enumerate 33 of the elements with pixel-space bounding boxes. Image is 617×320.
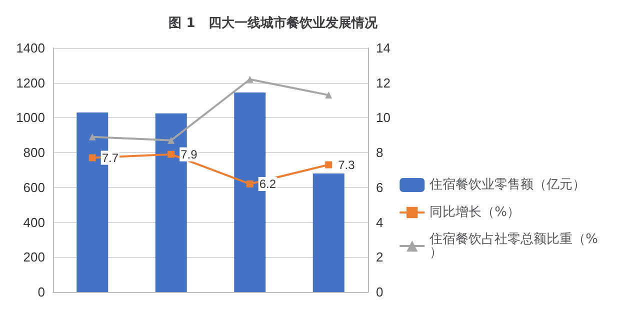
bar	[312, 173, 344, 292]
legend-label: 住宿餐饮业零售额（亿元）	[428, 176, 586, 192]
y-tick-label: 600	[23, 180, 45, 195]
y2-tick-label: 14	[376, 40, 390, 56]
y2-tick-label: 4	[376, 214, 384, 230]
data-label: 6.2	[259, 176, 276, 191]
point	[88, 133, 96, 140]
data-label: 7.3	[338, 158, 356, 172]
legend-label: 住宿餐饮占社零总额比重（%）	[428, 231, 598, 260]
point	[325, 161, 332, 168]
data-label: 7.7	[102, 150, 119, 165]
point	[246, 180, 254, 188]
point	[168, 136, 175, 144]
y-tick-label: 400	[23, 214, 45, 230]
y-tick-label: 1400	[16, 40, 45, 56]
data-label: 7.9	[180, 147, 198, 162]
y-tick-label: 0	[38, 284, 45, 300]
legend-label: 同比增长（%）	[430, 205, 520, 220]
point	[168, 150, 175, 158]
point	[246, 76, 254, 83]
y-tick-label: 200	[23, 250, 45, 265]
y2-tick-label: 12	[376, 75, 390, 90]
point	[325, 92, 332, 99]
y-tick-label: 1000	[16, 110, 45, 126]
y2-tick-label: 2	[376, 250, 384, 265]
chart-title: 图 1 四大一线城市餐饮业发展情况	[168, 15, 378, 31]
y2-tick-label: 8	[376, 145, 384, 160]
y2-tick-label: 6	[376, 180, 384, 195]
y2-tick-label: 0	[376, 284, 384, 300]
y2-tick-label: 10	[376, 110, 390, 126]
y-tick-label: 1200	[16, 75, 45, 90]
point	[88, 154, 96, 162]
y-tick-label: 800	[23, 145, 45, 160]
